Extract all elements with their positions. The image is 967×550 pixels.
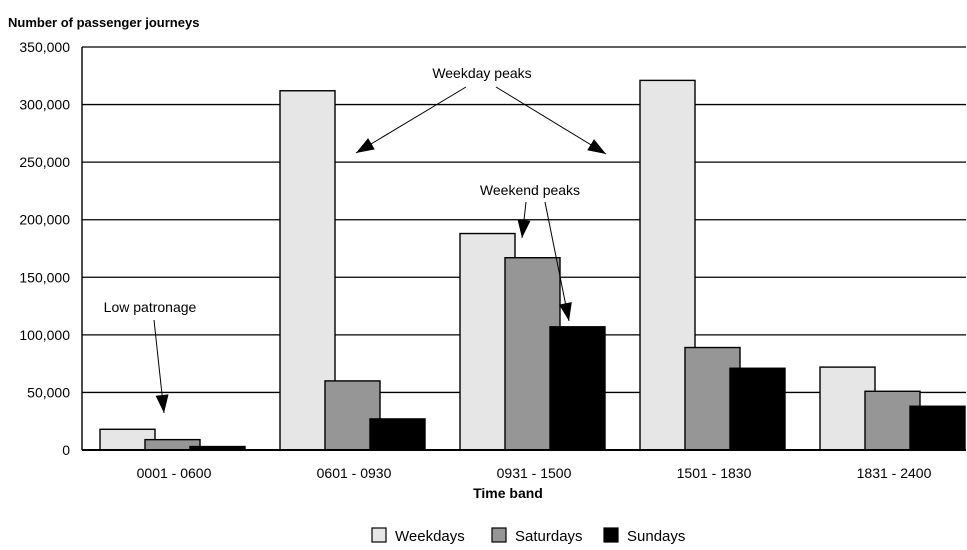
legend-label-weekdays: Weekdays xyxy=(395,528,465,545)
legend-label-saturdays: Saturdays xyxy=(515,528,583,545)
annotation-weekend-peaks: Weekend peaks xyxy=(480,182,580,198)
legend-swatch-saturdays xyxy=(491,527,507,543)
y-tick-label: 300,000 xyxy=(19,97,70,113)
x-tick-label: 0001 - 0600 xyxy=(137,465,212,481)
annotation-weekday-peaks: Weekday peaks xyxy=(432,65,531,81)
legend-label-sundays: Sundays xyxy=(627,528,685,545)
bar-sundays-3 xyxy=(729,367,786,451)
bar-sundays-2 xyxy=(549,326,606,451)
legend-swatch-sundays xyxy=(603,527,619,543)
annotation-arrowhead xyxy=(356,138,375,153)
tick-labels: 0 50,000 100,000 150,000 200,000 250,000 300,0… xyxy=(19,39,931,481)
bar-sundays-1 xyxy=(369,418,426,451)
annotation-arrowhead xyxy=(517,219,531,238)
x-tick-label: 0601 - 0930 xyxy=(317,465,392,481)
y-tick-label: 50,000 xyxy=(27,384,70,400)
annotation-arrowhead xyxy=(587,139,606,154)
x-tick-label: 1831 - 2400 xyxy=(857,465,932,481)
axes xyxy=(81,47,966,451)
y-tick-label: 200,000 xyxy=(19,212,70,228)
bars xyxy=(99,79,966,451)
annotation-arrowhead xyxy=(155,394,169,413)
y-tick-label: 150,000 xyxy=(19,269,70,285)
annotation-low-patronage: Low patronage xyxy=(104,299,197,315)
y-tick-label: 0 xyxy=(62,442,70,458)
y-tick-label: 250,000 xyxy=(19,154,70,170)
annotation-arrowhead xyxy=(559,302,572,321)
y-tick-label: 350,000 xyxy=(19,39,70,55)
annotation-arrow-line xyxy=(495,86,607,155)
x-axis-label: Time band xyxy=(473,485,543,501)
bar-saturdays-1 xyxy=(324,380,381,451)
legend-swatch-weekdays xyxy=(371,527,387,543)
annotation-arrow-line xyxy=(544,201,570,322)
x-tick-label: 0931 - 1500 xyxy=(497,465,572,481)
x-tick-label: 1501 - 1830 xyxy=(677,465,752,481)
annotations: Weekday peaks Weekend peaks Low patronage xyxy=(104,65,607,414)
annotation-arrow-line xyxy=(355,86,467,154)
legend: Weekdays Saturdays Sundays xyxy=(371,527,685,545)
y-axis-label: Number of passenger journeys xyxy=(8,15,199,30)
bar-sundays-4 xyxy=(909,405,966,451)
y-tick-label: 100,000 xyxy=(19,327,70,343)
